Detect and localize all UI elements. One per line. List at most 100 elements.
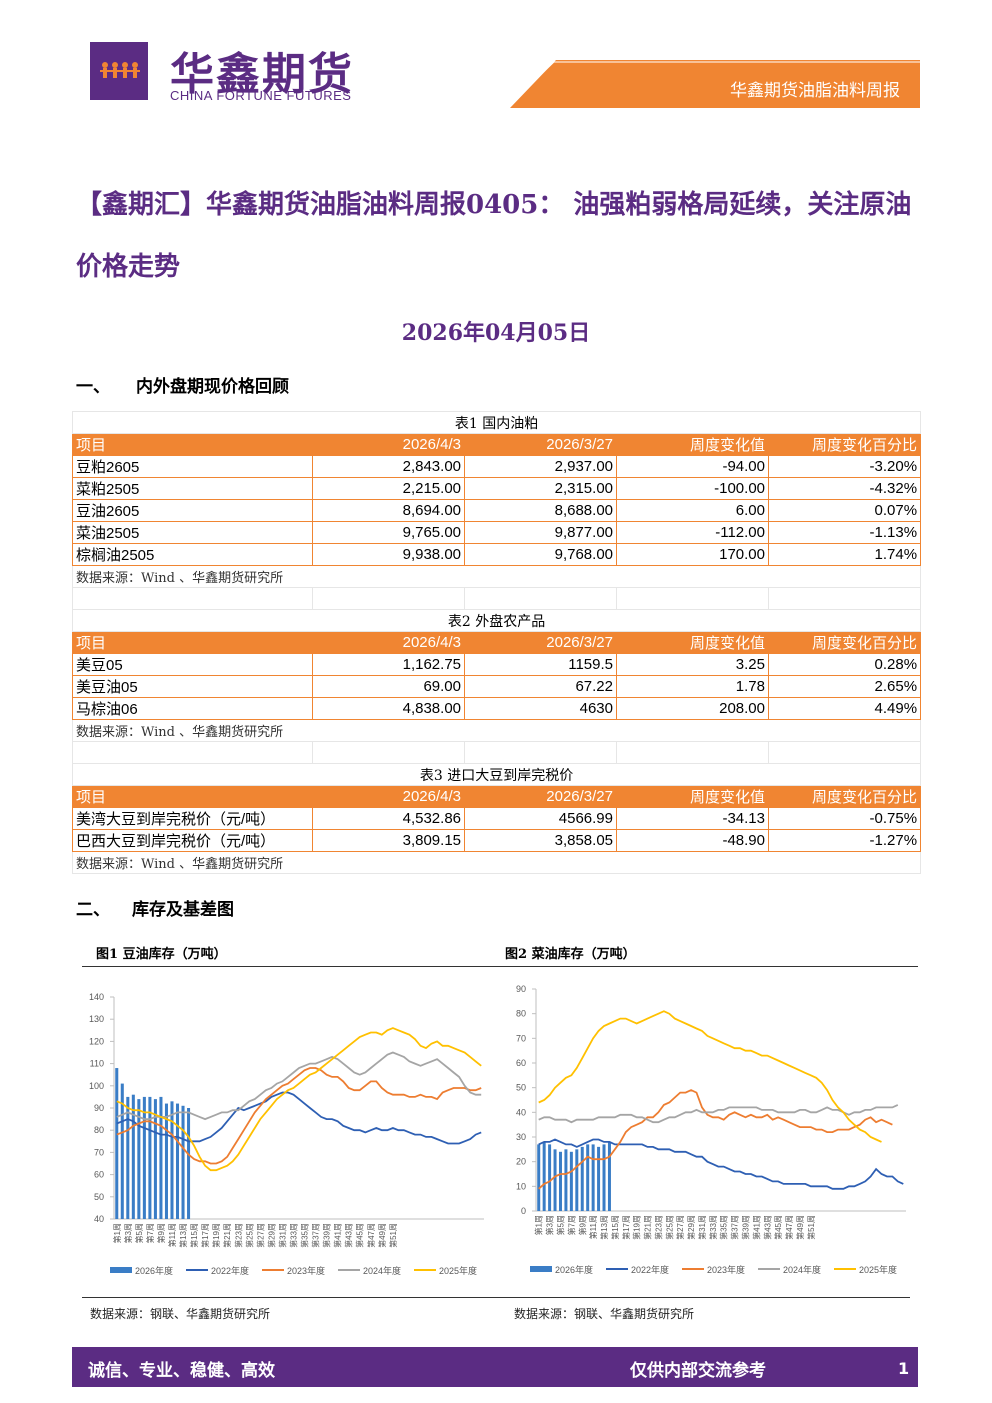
x-tick-label: 第45周 (355, 1223, 365, 1248)
legend-label: 2026年度 (555, 1264, 593, 1275)
spacer-cell (616, 741, 769, 764)
x-tick-label: 第21周 (643, 1215, 653, 1240)
y-tick-label: 40 (516, 1107, 526, 1117)
table-cell: 3,809.15 (312, 829, 465, 852)
y-tick-label: 80 (94, 1125, 104, 1135)
table-cell: -100.00 (616, 477, 769, 500)
x-tick-label: 第37周 (730, 1215, 740, 1240)
legend-label: 2026年度 (135, 1265, 173, 1276)
bar (569, 1151, 573, 1211)
document-date: 2026年04月05日 (401, 320, 591, 346)
series-line (116, 1051, 482, 1121)
x-tick-label: 第33周 (708, 1215, 718, 1240)
y-tick-label: 130 (89, 1014, 104, 1024)
series-line (116, 1091, 482, 1145)
x-tick-label: 第5周 (134, 1223, 144, 1243)
table-cell: 美豆油05 (72, 675, 313, 698)
header-band (510, 60, 920, 108)
y-tick-label: 20 (516, 1157, 526, 1167)
y-tick-label: 120 (89, 1036, 104, 1046)
footer-disclaimer: 仅供内部交流参考 (630, 1361, 766, 1381)
column-header: 2026/3/27 (464, 631, 617, 654)
section-1-title: 内外盘期现价格回顾 (136, 377, 289, 397)
x-tick-label: 第35周 (300, 1223, 310, 1248)
table-caption: 表3 进口大豆到岸完税价 (71, 763, 922, 786)
x-tick-label: 第45周 (773, 1215, 783, 1240)
table-cell: 4566.99 (464, 807, 617, 830)
table-row: 豆粕2605 2,843.00 2,937.00 -94.00 -3.20% (72, 455, 922, 478)
y-tick-label: 70 (94, 1147, 104, 1157)
table-row: 巴西大豆到岸完税价（元/吨） 3,809.15 3,858.05 -48.90 -1.2… (72, 829, 922, 852)
column-header: 项目 (72, 785, 313, 808)
y-tick-label: 0 (521, 1206, 526, 1216)
section-2-number: 二、 (76, 900, 110, 920)
series-line (538, 1104, 899, 1124)
x-tick-label: 第13周 (599, 1215, 609, 1240)
bar (542, 1141, 546, 1211)
table-cell: -3.20% (767, 455, 922, 478)
column-header: 周度变化值 (616, 785, 769, 808)
x-tick-label: 第19周 (632, 1215, 642, 1240)
x-tick-label: 第9周 (156, 1223, 166, 1243)
x-tick-label: 第37周 (311, 1223, 321, 1248)
x-tick-label: 第25周 (244, 1223, 254, 1248)
table-row: 美豆05 1,162.75 1159.5 3.25 0.28% (72, 653, 922, 676)
x-tick-label: 第49周 (377, 1223, 387, 1248)
x-tick-label: 第43周 (344, 1223, 354, 1248)
x-tick-label: 第13周 (178, 1223, 188, 1248)
x-tick-label: 第39周 (740, 1215, 750, 1240)
spacer-cell (312, 587, 465, 610)
column-header: 项目 (72, 433, 313, 456)
table-cell: 3,858.05 (464, 829, 617, 852)
table-row: 美湾大豆到岸完税价（元/吨） 4,532.86 4566.99 -34.13 -0.75… (72, 807, 922, 830)
table-cell: 0.28% (767, 653, 922, 676)
x-tick-label: 第5周 (555, 1215, 565, 1235)
x-tick-label: 第31周 (277, 1223, 287, 1248)
column-header: 周度变化值 (616, 433, 769, 456)
bar (137, 1099, 141, 1219)
y-tick-label: 70 (516, 1033, 526, 1043)
table-cell: 9,765.00 (312, 521, 465, 544)
x-tick-label: 第51周 (388, 1223, 398, 1248)
table-header-row: 项目 2026/4/3 2026/3/27 周度变化值 周度变化百分比 (72, 785, 922, 808)
soybean-oil-inventory-chart: 405060708090100110120130140第1周 第3周 第5周 第7周第… (89, 992, 484, 1276)
x-tick-label: 第31周 (697, 1215, 707, 1240)
bar (564, 1149, 568, 1211)
x-tick-label: 第1周 (112, 1223, 122, 1243)
table-cell: -34.13 (616, 807, 769, 830)
spacer-cell (72, 741, 313, 764)
x-tick-label: 第17周 (621, 1215, 631, 1240)
table-spacer-row (72, 741, 922, 764)
table-cell: -112.00 (616, 521, 769, 544)
table-cell: 67.22 (464, 675, 617, 698)
y-tick-label: 50 (94, 1192, 104, 1202)
x-tick-label: 第27周 (255, 1223, 265, 1248)
footer-bar (72, 1347, 918, 1387)
bar (580, 1146, 584, 1211)
table-cell: -4.32% (767, 477, 922, 500)
bar (558, 1151, 562, 1211)
table-cell: -1.13% (767, 521, 922, 544)
y-tick-label: 50 (516, 1083, 526, 1093)
table-cell: 2.65% (767, 675, 922, 698)
x-tick-label: 第7周 (145, 1223, 155, 1243)
x-tick-label: 第51周 (806, 1215, 816, 1240)
bar (115, 1068, 119, 1219)
table-cell: 9,877.00 (464, 521, 617, 544)
x-tick-label: 第41周 (751, 1215, 761, 1240)
spacer-cell (464, 741, 617, 764)
table-row: 美豆油05 69.00 67.22 1.78 2.65% (72, 675, 922, 698)
table-header-row: 项目 2026/4/3 2026/3/27 周度变化值 周度变化百分比 (72, 433, 922, 456)
bar (586, 1144, 590, 1211)
table-cell: 马棕油06 (72, 697, 313, 720)
spacer-cell (464, 587, 617, 610)
legend-label: 2023年度 (707, 1264, 745, 1275)
x-tick-label: 第47周 (366, 1223, 376, 1248)
footer-motto: 诚信、专业、稳健、高效 (88, 1361, 275, 1381)
table-cell: 9,768.00 (464, 543, 617, 566)
x-tick-label: 第47周 (784, 1215, 794, 1240)
table-row: 马棕油06 4,838.00 4630 208.00 4.49% (72, 697, 922, 720)
chart-top-rule (82, 966, 918, 967)
y-tick-label: 90 (516, 984, 526, 994)
column-header: 2026/4/3 (312, 433, 465, 456)
